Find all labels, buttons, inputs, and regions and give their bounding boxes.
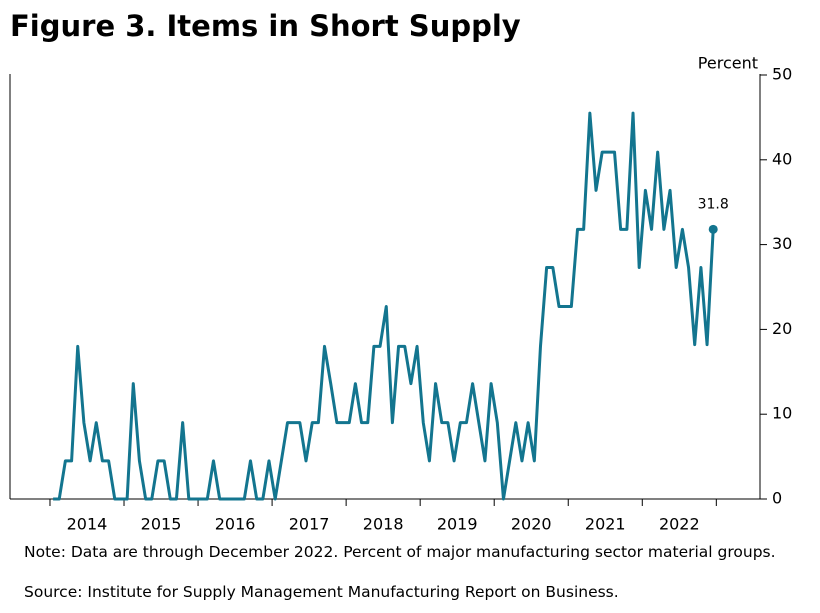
y-tick-label: 30 [772,234,792,253]
x-tick-label: 2020 [511,515,552,534]
x-tick-label: 2021 [585,515,626,534]
chart: Figure 3. Items in Short Supply Percent … [9,9,792,534]
chart-title: Figure 3. Items in Short Supply [10,9,521,43]
source: Source: Institute for Supply Management … [24,583,619,601]
x-tick-label: 2015 [141,515,182,534]
x-tick-label: 2018 [363,515,404,534]
x-tick-label: 2016 [215,515,256,534]
last-point [708,224,718,234]
x-tick-label: 2014 [67,515,108,534]
y-axis-label: Percent [698,54,758,73]
line [53,111,715,501]
y-tick-label: 10 [772,404,792,423]
y-tick-label: 40 [772,149,792,168]
note: Note: Data are through December 2022. Pe… [24,543,776,561]
x-tick-label: 2019 [437,515,478,534]
y-tick-label: 20 [772,319,792,338]
x-tick-label: 2022 [659,515,700,534]
y-tick-label: 0 [772,489,782,508]
y-tick-label: 50 [772,65,792,84]
x-tick-label: 2017 [289,515,330,534]
value-label: 31.8 [698,196,729,212]
